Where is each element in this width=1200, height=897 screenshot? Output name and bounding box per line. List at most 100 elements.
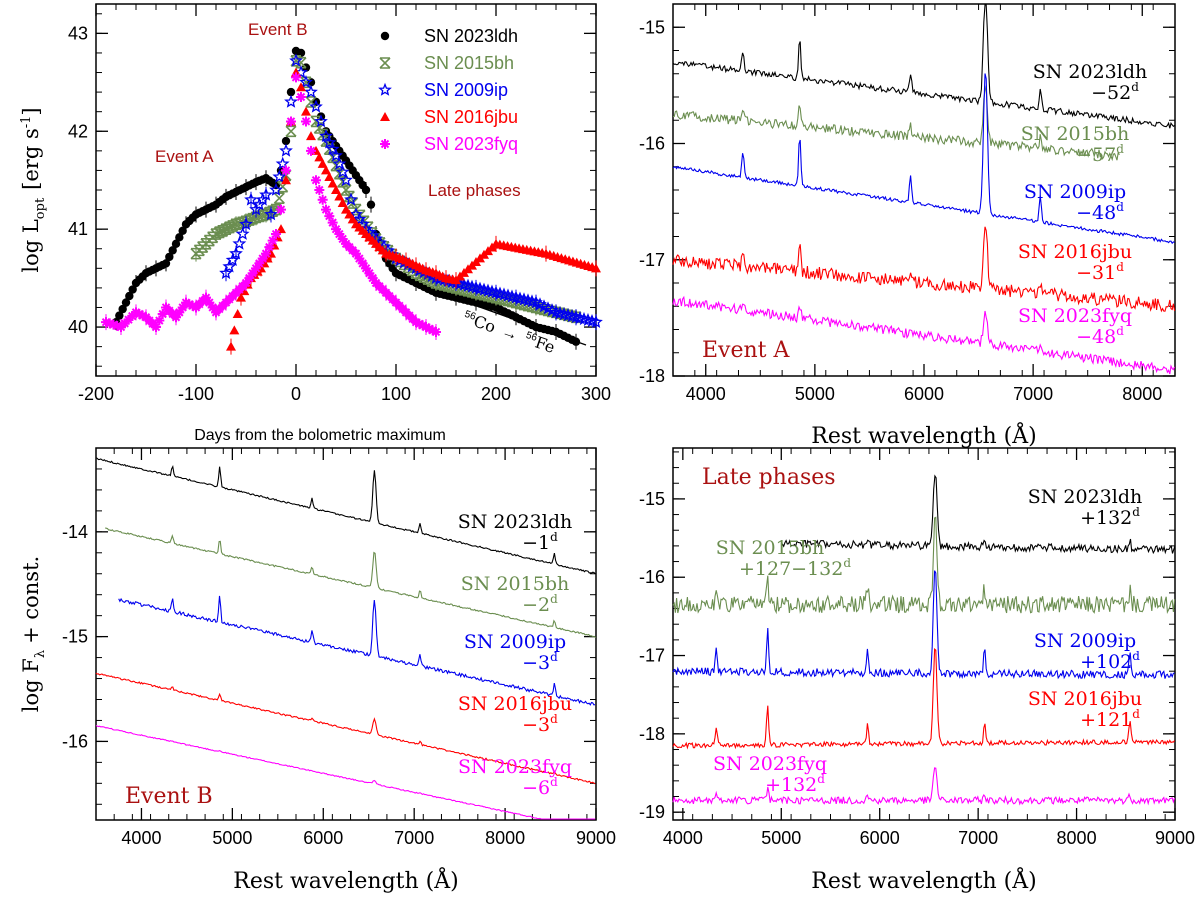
data-point — [309, 99, 323, 113]
data-point — [322, 135, 337, 149]
phase-unit: d — [1116, 200, 1124, 214]
data-point — [296, 82, 306, 92]
ylabel-panel-a: log Lopt [erg s-1] — [19, 107, 48, 272]
data-point — [254, 258, 265, 269]
spectrum-phase-sn-2009ip: −3d — [522, 650, 558, 674]
data-point — [321, 165, 331, 175]
data-point — [434, 278, 446, 290]
data-point — [175, 233, 184, 242]
data-point — [325, 141, 340, 156]
spectrum-name-sn-2009ip: SN 2009ip — [1024, 181, 1126, 203]
data-point — [573, 310, 587, 325]
data-point — [340, 184, 352, 196]
data-point — [305, 96, 317, 108]
xtick-label: 100 — [381, 384, 411, 404]
data-point — [518, 298, 530, 311]
annotation-event-b: Event B — [248, 20, 308, 39]
data-point — [461, 278, 475, 292]
data-point — [481, 283, 495, 297]
spectrum-sn-2023ldh — [672, 4, 1175, 129]
xtick-label: 4000 — [686, 384, 726, 404]
data-point — [137, 310, 148, 321]
xlabel-panel-a: Days from the bolometric maximum — [194, 427, 446, 444]
phase-unit: d — [1131, 80, 1139, 94]
ylabel-a-main: log L — [19, 219, 43, 272]
ylabel-a-unit-end: ] — [19, 107, 43, 115]
phase-value: +102 — [1080, 651, 1132, 673]
data-point — [321, 204, 331, 215]
data-point — [123, 314, 134, 325]
data-point — [225, 252, 240, 267]
legend-label-sn-2009ip: SN 2009ip — [424, 80, 508, 100]
data-point — [477, 282, 491, 296]
data-point — [414, 318, 425, 329]
data-point — [306, 145, 316, 156]
spectrum-phase-sn-2016jbu: +121d — [1080, 707, 1140, 731]
series-sn-2023ldh — [111, 46, 581, 350]
phase-value: −52 — [1091, 82, 1131, 104]
phase-value: +127−132 — [739, 558, 843, 580]
data-point — [337, 176, 349, 188]
data-point — [284, 94, 298, 108]
data-point — [267, 205, 279, 218]
data-point — [243, 214, 255, 226]
spectrum-phase-sn-2023fyq: −48d — [1076, 324, 1124, 348]
legend-label-sn-2015bh: SN 2015bh — [424, 53, 514, 73]
data-point — [310, 115, 322, 128]
phase-unit: d — [550, 712, 558, 726]
phase-value: −6 — [522, 777, 550, 799]
xtick-label: 5000 — [212, 828, 252, 848]
frame-panel-d — [672, 447, 1176, 821]
xtick-label: 8000 — [485, 828, 525, 848]
legend-panel-a: SN 2023ldh SN 2015bh SN 2009ip SN 2016jbu SN… — [378, 26, 518, 154]
data-point — [291, 72, 301, 83]
data-point — [227, 220, 239, 232]
data-point — [327, 217, 338, 228]
spectrum-name-sn-2015bh: SN 2015bh — [716, 537, 824, 559]
spectrum-phase-sn-2023ldh: −1d — [522, 530, 558, 554]
xtick-label: 4000 — [121, 828, 161, 848]
xtick-label: 4000 — [663, 828, 703, 848]
data-point — [108, 319, 119, 330]
data-point — [478, 288, 490, 301]
data-point — [438, 279, 450, 291]
data-point — [296, 92, 306, 102]
phase-unit: d — [1132, 707, 1140, 721]
data-point — [300, 76, 312, 89]
ytick-label: -15 — [62, 627, 88, 647]
phase-value: +121 — [1080, 709, 1132, 731]
spectrum-name-sn-2009ip: SN 2009ip — [1034, 630, 1136, 652]
decay-element-co: Co — [471, 311, 498, 336]
data-point — [223, 221, 235, 234]
spectrum-sn-2015bh — [672, 85, 1120, 162]
phase-unit: d — [550, 592, 558, 606]
data-point — [526, 300, 538, 313]
xtick-label: 300 — [581, 384, 611, 404]
data-point — [466, 286, 478, 298]
data-point — [290, 54, 302, 67]
data-point — [517, 292, 531, 306]
ytick-label: -16 — [639, 567, 665, 587]
xlabel-panel-c: Rest wavelength (Å) — [233, 866, 458, 894]
phase-unit: d — [550, 530, 558, 544]
data-point — [187, 300, 198, 311]
data-point — [317, 158, 328, 168]
ylabel-c-main: log F — [19, 658, 43, 712]
data-point — [506, 295, 518, 308]
data-point — [513, 291, 527, 305]
data-point — [281, 136, 291, 146]
data-point — [125, 291, 134, 301]
data-point — [501, 288, 515, 302]
xtick-label: 8000 — [1122, 384, 1162, 404]
data-point — [493, 286, 507, 300]
legend-marker — [378, 82, 392, 96]
data-point — [289, 53, 303, 67]
data-point — [344, 192, 358, 206]
ytick-label: -17 — [639, 250, 665, 270]
data-point — [521, 293, 535, 307]
ytick-label: 42 — [68, 121, 88, 141]
spectrum-sn-2009ip — [672, 73, 1175, 245]
legend-marker — [380, 112, 390, 121]
